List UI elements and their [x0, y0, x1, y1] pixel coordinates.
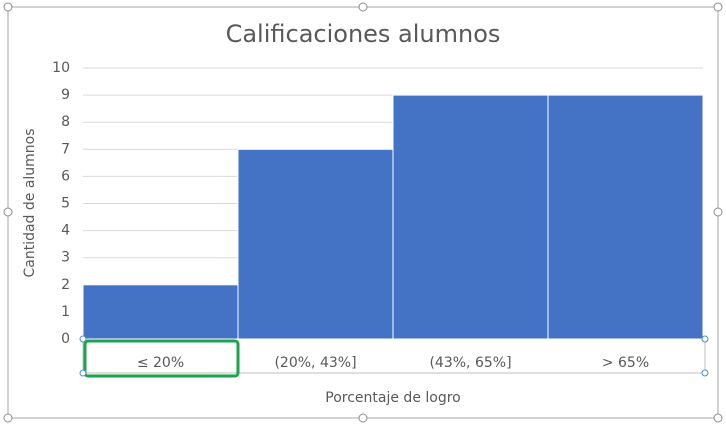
x-axis-label: Porcentaje de logro	[325, 390, 460, 406]
x-tick-label: ≤ 20%	[137, 355, 184, 371]
y-tick-label: 9	[61, 87, 70, 103]
y-tick-label: 5	[61, 196, 70, 212]
x-tick-label: (20%, 43%]	[274, 355, 356, 371]
y-tick-label: 3	[61, 250, 70, 266]
y-tick-label: 4	[61, 223, 70, 239]
y-tick-label: 6	[61, 168, 70, 184]
y-tick-label: 1	[61, 304, 70, 320]
y-tick-label: 2	[61, 277, 70, 293]
y-tick-label: 7	[61, 141, 70, 157]
bar	[82, 284, 239, 340]
x-tick-label: (43%, 65%]	[429, 355, 511, 371]
highlight-box	[83, 339, 240, 378]
x-tick-label: > 65%	[602, 355, 649, 371]
y-axis-label: Cantidad de alumnos	[22, 128, 38, 277]
bar	[547, 94, 704, 340]
bar	[237, 148, 394, 340]
bar	[392, 94, 549, 340]
chart-title: Calificaciones alumnos	[226, 20, 501, 48]
y-tick-label: 0	[61, 331, 70, 347]
y-tick-label: 8	[61, 114, 70, 130]
selection-handles	[3, 2, 723, 423]
y-tick-label: 10	[52, 60, 70, 76]
